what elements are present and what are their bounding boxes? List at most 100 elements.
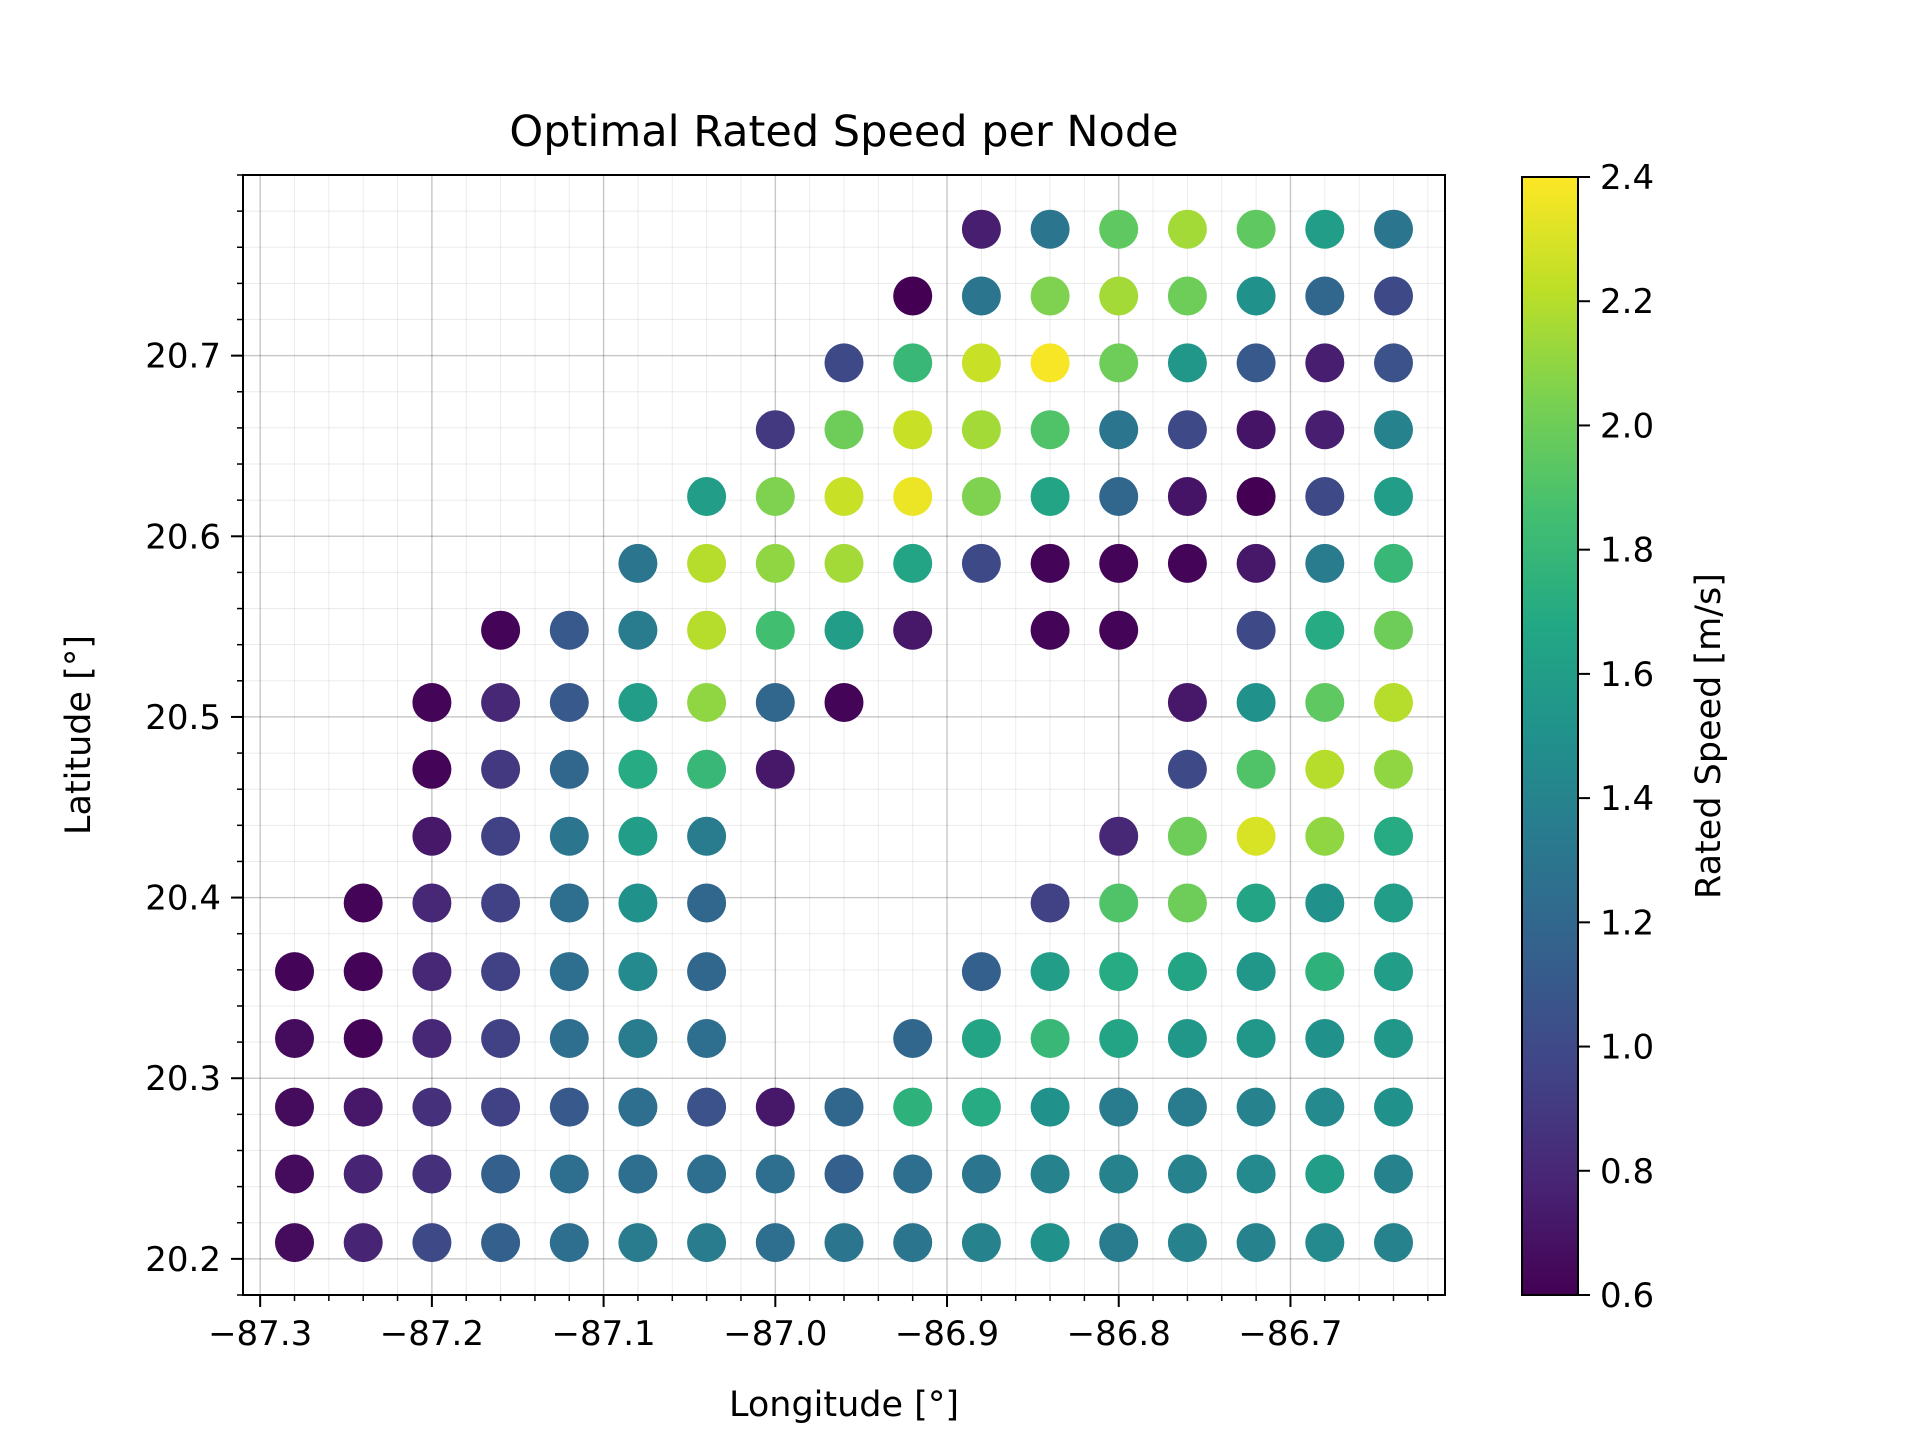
data-point [893, 276, 933, 316]
data-point [1167, 543, 1207, 583]
data-point [1305, 749, 1345, 789]
x-tick-label: −87.2 [380, 1314, 484, 1354]
data-point [412, 952, 452, 992]
data-point [1374, 343, 1413, 383]
data-point [755, 610, 795, 650]
data-point [687, 952, 727, 992]
data-point [893, 410, 933, 450]
data-point [1236, 749, 1276, 789]
x-tick-label: −86.7 [1238, 1314, 1342, 1354]
data-point [1236, 477, 1276, 516]
data-point [1236, 1223, 1276, 1263]
data-point [618, 816, 658, 856]
data-point [549, 1087, 589, 1127]
data-point [1374, 477, 1413, 516]
data-point [1374, 610, 1413, 650]
data-point [1236, 410, 1276, 450]
data-point [1236, 816, 1276, 856]
y-tick-label: 20.3 [145, 1059, 221, 1099]
data-point [687, 749, 727, 789]
data-point [275, 1223, 314, 1263]
data-point [687, 1019, 727, 1058]
data-point [275, 1019, 314, 1058]
x-tick-label: −87.0 [723, 1314, 827, 1354]
data-point [618, 883, 658, 923]
data-point [755, 1154, 795, 1194]
colorbar-tick-label: 0.6 [1600, 1276, 1654, 1316]
data-point [1030, 610, 1070, 650]
data-point [687, 477, 727, 516]
colorbar-tick-label: 2.2 [1600, 282, 1654, 322]
data-point [824, 1087, 864, 1127]
data-point [1305, 816, 1345, 856]
data-point [1099, 543, 1139, 583]
data-point [1236, 1019, 1276, 1058]
data-point [1374, 276, 1413, 316]
data-point [824, 343, 864, 383]
y-tick-label: 20.5 [145, 698, 221, 738]
data-point [1099, 343, 1139, 383]
data-point [1374, 1019, 1413, 1058]
data-point [549, 1154, 589, 1194]
data-point [1030, 343, 1070, 383]
data-point [1099, 1154, 1139, 1194]
data-point [1236, 1154, 1276, 1194]
data-point [618, 610, 658, 650]
data-point [1374, 952, 1413, 992]
data-point [1305, 477, 1345, 516]
data-point [1030, 1087, 1070, 1127]
data-point [1167, 1019, 1207, 1058]
data-point [549, 883, 589, 923]
data-point [961, 952, 1001, 992]
data-point [893, 1087, 933, 1127]
data-point [961, 477, 1001, 516]
data-point [961, 1154, 1001, 1194]
data-point [1374, 883, 1413, 923]
data-point [618, 543, 658, 583]
data-point [343, 1154, 383, 1194]
data-point [1167, 816, 1207, 856]
x-axis: −87.3 −87.2 −87.1 −87.0 −86.9 −86.8 −86.7 [208, 1295, 1429, 1354]
data-point [618, 1019, 658, 1058]
data-point [1374, 1087, 1413, 1127]
data-point [1236, 343, 1276, 383]
data-point [1030, 276, 1070, 316]
data-point [687, 543, 727, 583]
data-point [1167, 883, 1207, 923]
data-point [1305, 276, 1345, 316]
data-point [1167, 477, 1207, 516]
data-point [824, 1154, 864, 1194]
data-point [961, 1087, 1001, 1127]
data-point [1305, 952, 1345, 992]
data-point [1030, 1019, 1070, 1058]
data-point [412, 816, 452, 856]
data-point [275, 952, 314, 992]
y-axis: 20.2 20.3 20.4 20.5 20.6 20.7 [145, 174, 243, 1296]
data-point [1030, 477, 1070, 516]
data-point [961, 543, 1001, 583]
data-point [1236, 683, 1276, 722]
data-point [961, 276, 1001, 316]
data-point [755, 477, 795, 516]
data-point [1099, 952, 1139, 992]
data-point [1236, 952, 1276, 992]
colorbar-tick-label: 1.8 [1600, 531, 1654, 571]
data-point [343, 1087, 383, 1127]
data-point [961, 343, 1001, 383]
data-point [1374, 683, 1413, 722]
data-point [481, 1019, 521, 1058]
data-point [481, 952, 521, 992]
y-tick-label: 20.6 [145, 517, 221, 557]
data-point [275, 1087, 314, 1127]
data-point [1236, 276, 1276, 316]
data-point [1099, 209, 1139, 249]
data-point [343, 883, 383, 923]
data-point [549, 610, 589, 650]
data-point [1236, 610, 1276, 650]
data-point [1099, 610, 1139, 650]
data-point [481, 883, 521, 923]
data-point [961, 1223, 1001, 1263]
data-point [1167, 276, 1207, 316]
data-point [1305, 343, 1345, 383]
data-point [1167, 952, 1207, 992]
